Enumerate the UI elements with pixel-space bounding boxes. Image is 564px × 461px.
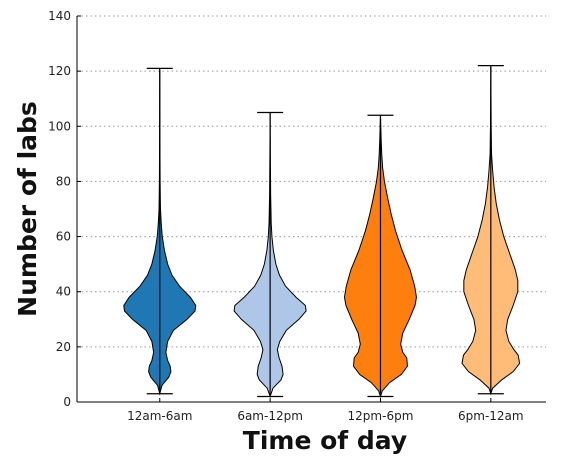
y-tick-label: 140	[48, 9, 71, 23]
y-axis-title: Number of labs	[13, 101, 42, 317]
y-tick-label: 120	[48, 64, 71, 78]
x-tick-label: 6am-12pm	[237, 409, 303, 423]
x-axis-title: Time of day	[243, 426, 407, 455]
y-tick-label: 100	[48, 119, 71, 133]
x-tick-label: 12pm-6pm	[348, 409, 414, 423]
axes	[76, 16, 546, 403]
y-tick-label: 0	[63, 395, 71, 409]
violins	[123, 65, 521, 399]
ticks: 0 20 40 60 80 100 120 140 12am-6am 6am-12pm 12pm-6…	[48, 9, 524, 423]
x-tick-label: 6pm-12am	[458, 409, 524, 423]
y-tick-label: 40	[56, 285, 71, 299]
gridlines	[77, 15, 546, 348]
y-tick-label: 80	[56, 174, 71, 188]
x-tick-label: 12am-6am	[127, 409, 192, 423]
y-tick-label: 60	[56, 230, 71, 244]
y-tick-label: 20	[56, 340, 71, 354]
